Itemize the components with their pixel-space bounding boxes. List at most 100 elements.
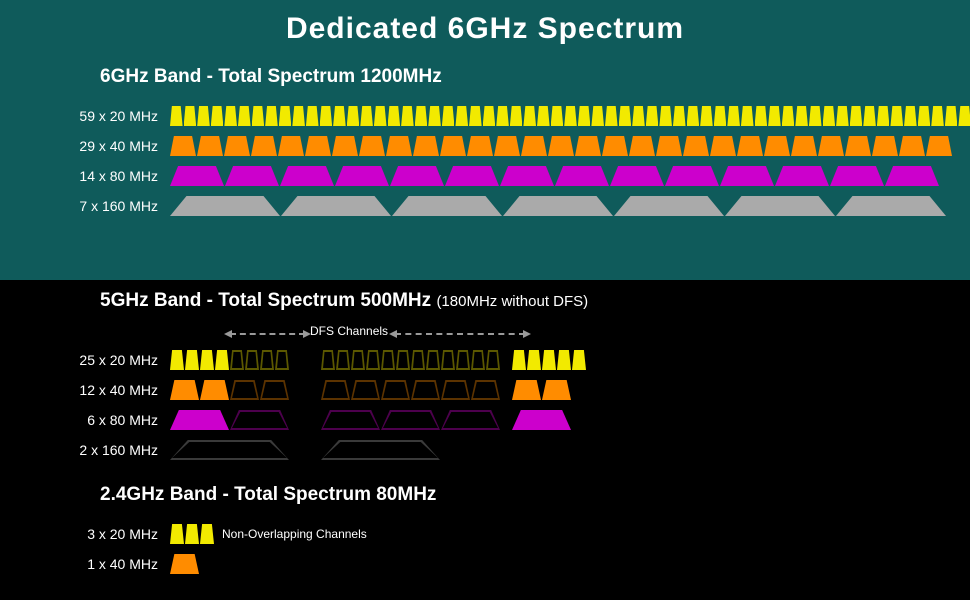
channel-trapezoid: [351, 380, 380, 400]
channel-trapezoid: [211, 106, 224, 126]
row-label: 25 x 20 MHz: [0, 352, 170, 368]
channel-trapezoid: [836, 106, 849, 126]
channel-trapezoid: [381, 410, 440, 430]
channel-trapezoid: [332, 136, 358, 156]
channel-trapezoid: [426, 350, 440, 370]
channel-trapezoid: [428, 106, 441, 126]
channel-trapezoid: [401, 106, 414, 126]
channel-trapezoid: [845, 136, 871, 156]
channel-trapezoid: [388, 106, 401, 126]
dfs-indicator: DFS Channels: [170, 326, 970, 342]
channel-trapezoid: [321, 380, 350, 400]
channel-trapezoid: [170, 106, 183, 126]
channel-trapezoid: [230, 350, 244, 370]
channel-trapezoid: [809, 106, 822, 126]
channel-trapezoid: [251, 136, 277, 156]
channel-trapezoid: [440, 136, 466, 156]
band-5ghz-heading: 5GHz Band - Total Spectrum 500MHz (180MH…: [100, 290, 970, 312]
channel-trapezoid: [360, 106, 373, 126]
channel-row: 25 x 20 MHz: [0, 346, 970, 374]
channel-trapezoid: [392, 196, 502, 216]
channel-trapezoid: [512, 380, 541, 400]
channel-trapezoid: [336, 350, 350, 370]
channel-group: [170, 410, 970, 430]
band-24ghz-rows: 3 x 20 MHzNon-Overlapping Channels1 x 40…: [0, 520, 970, 578]
channel-trapezoid: [725, 196, 835, 216]
channel-row: 6 x 80 MHz: [0, 406, 970, 434]
channel-trapezoid: [863, 106, 876, 126]
channel-trapezoid: [737, 136, 763, 156]
channel-trapezoid: [279, 106, 292, 126]
channel-trapezoid: [775, 166, 829, 186]
dfs-label: DFS Channels: [310, 324, 388, 338]
channel-trapezoid: [602, 136, 628, 156]
channel-trapezoid: [890, 106, 903, 126]
channel-trapezoid: [386, 136, 412, 156]
channel-trapezoid: [170, 136, 196, 156]
channel-trapezoid: [225, 166, 279, 186]
channel-trapezoid: [683, 136, 709, 156]
channel-trapezoid: [252, 106, 265, 126]
channel-row: 29 x 40 MHz: [0, 132, 970, 160]
channel-trapezoid: [320, 106, 333, 126]
channel-trapezoid: [374, 106, 387, 126]
channel-trapezoid: [390, 166, 444, 186]
channel-trapezoid: [904, 106, 917, 126]
gap: [290, 350, 320, 370]
channel-trapezoid: [632, 106, 645, 126]
channel-trapezoid: [467, 136, 493, 156]
channel-group: [170, 440, 970, 460]
channel-trapezoid: [918, 106, 931, 126]
channel-trapezoid: [185, 350, 199, 370]
channel-trapezoid: [170, 410, 229, 430]
channel-group: [170, 106, 970, 126]
channel-trapezoid: [245, 350, 259, 370]
channel-trapezoid: [523, 106, 536, 126]
channel-trapezoid: [537, 106, 550, 126]
channel-trapezoid: [768, 106, 781, 126]
channel-trapezoid: [818, 136, 844, 156]
channel-trapezoid: [687, 106, 700, 126]
band-24ghz-heading: 2.4GHz Band - Total Spectrum 80MHz: [100, 484, 970, 506]
row-label: 12 x 40 MHz: [0, 382, 170, 398]
dfs-arrow: [395, 333, 525, 335]
channel-trapezoid: [170, 196, 280, 216]
channel-trapezoid: [441, 410, 500, 430]
channel-row: 2 x 160 MHz: [0, 436, 970, 464]
channel-trapezoid: [665, 166, 719, 186]
channel-group: [170, 196, 970, 216]
band-5ghz-rows: 25 x 20 MHz 12 x 40 MHz 6 x 80 MHz2 x 160 …: [0, 346, 970, 464]
channel-trapezoid: [741, 106, 754, 126]
channel-trapezoid: [614, 196, 724, 216]
channel-trapezoid: [200, 380, 229, 400]
channel-trapezoid: [483, 106, 496, 126]
channel-trapezoid: [381, 380, 410, 400]
channel-trapezoid: [396, 350, 410, 370]
channel-trapezoid: [197, 136, 223, 156]
channel-trapezoid: [945, 106, 958, 126]
channel-trapezoid: [551, 106, 564, 126]
channel-trapezoid: [456, 350, 470, 370]
channel-group: [170, 524, 214, 544]
channel-trapezoid: [441, 350, 455, 370]
channel-trapezoid: [575, 136, 601, 156]
channel-group: [170, 166, 970, 186]
channel-trapezoid: [564, 106, 577, 126]
channel-trapezoid: [351, 350, 365, 370]
channel-trapezoid: [527, 350, 541, 370]
channel-group: [170, 380, 970, 400]
channel-trapezoid: [230, 410, 289, 430]
channel-row: 1 x 40 MHz: [0, 550, 970, 578]
channel-trapezoid: [230, 380, 259, 400]
channel-trapezoid: [764, 136, 790, 156]
channel-trapezoid: [646, 106, 659, 126]
channel-trapezoid: [782, 106, 795, 126]
channel-trapezoid: [471, 380, 500, 400]
bottom-section: 5GHz Band - Total Spectrum 500MHz (180MH…: [0, 280, 970, 578]
gap: [290, 380, 320, 400]
channel-trapezoid: [486, 350, 500, 370]
channel-row: 12 x 40 MHz: [0, 376, 970, 404]
channel-row: 14 x 80 MHz: [0, 162, 970, 190]
channel-group: [170, 350, 970, 370]
channel-trapezoid: [200, 350, 214, 370]
